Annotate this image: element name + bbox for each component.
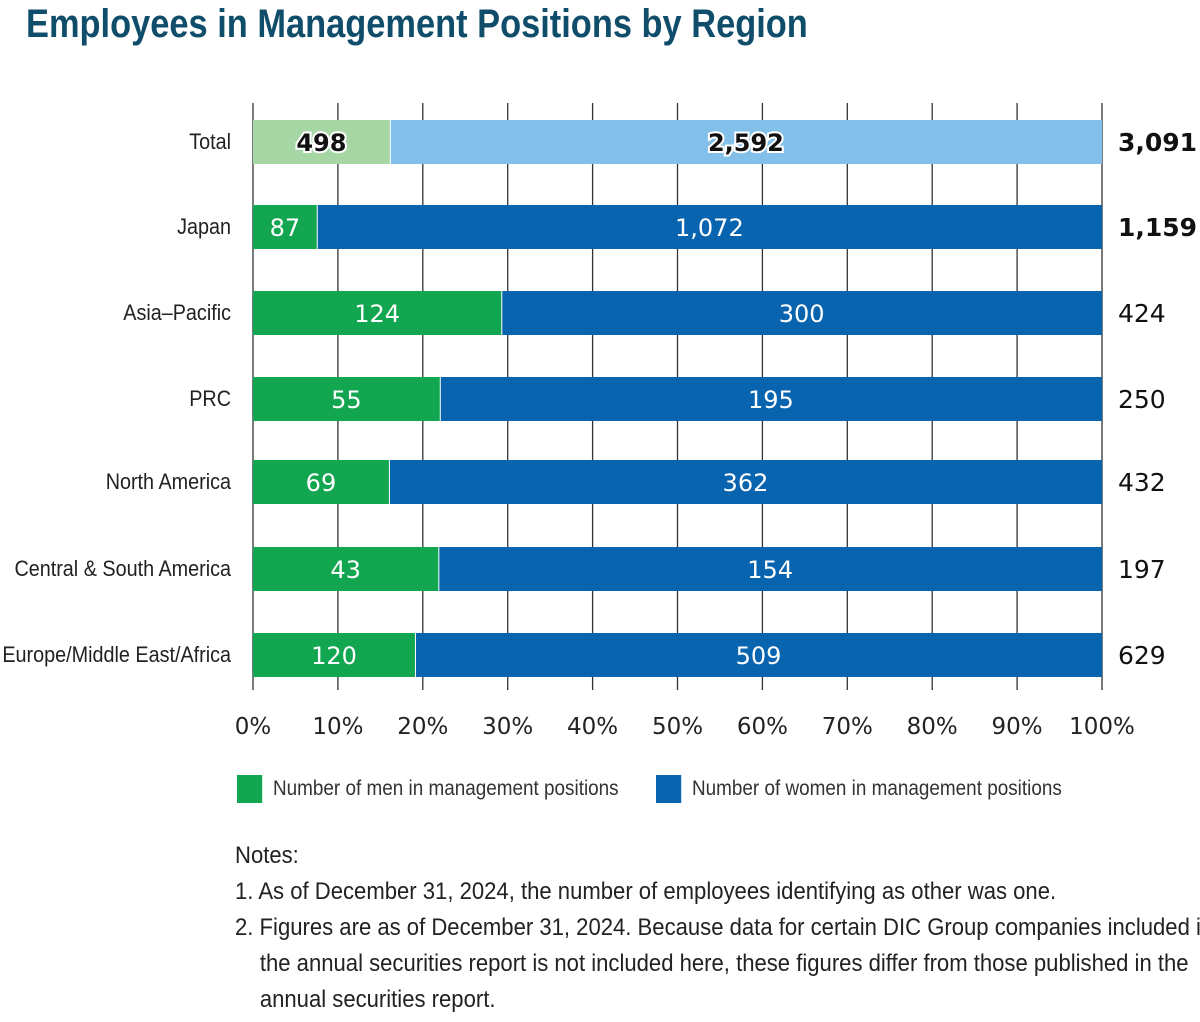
chart-title: Employees in Management Positions by Reg… — [26, 2, 808, 46]
bar-label-men: 43 — [330, 556, 361, 584]
bar-men — [253, 120, 390, 164]
bar-women — [439, 547, 1103, 591]
x-tick-label: 80% — [907, 714, 958, 740]
notes-heading: Notes: — [235, 842, 299, 869]
bar-women — [502, 291, 1102, 335]
bar-women — [415, 633, 1102, 677]
bar-label-women: 195 — [748, 386, 794, 414]
category-label: Europe/Middle East/Africa — [2, 643, 231, 667]
category-label: Total — [189, 130, 231, 154]
x-tick-label: 70% — [822, 714, 873, 740]
row-total-label: 424 — [1118, 299, 1166, 328]
legend-label-women: Number of women in management positions — [692, 777, 1062, 800]
bar-label-women: 362 — [723, 469, 769, 497]
x-tick-label: 40% — [567, 714, 618, 740]
legend-swatch-men — [237, 775, 263, 803]
category-label: North America — [106, 470, 232, 494]
bar-men — [253, 547, 439, 591]
legend-swatch-women — [656, 775, 682, 803]
row-total-label: 250 — [1118, 385, 1166, 414]
bar-label-men: 87 — [270, 214, 301, 242]
row-total-label: 432 — [1118, 468, 1166, 497]
x-tick-label: 90% — [992, 714, 1043, 740]
x-tick-label: 30% — [482, 714, 533, 740]
category-label: Central & South America — [14, 557, 231, 581]
bar-label-women: 154 — [747, 556, 793, 584]
note-2: 2. Figures are as of December 31, 2024. … — [235, 914, 1200, 1013]
row-total-label: 3,091 — [1118, 128, 1197, 157]
legend-label-men: Number of men in management positions — [273, 777, 619, 800]
bar-label-men: 69 — [306, 469, 337, 497]
bar-label-men: 124 — [354, 300, 400, 328]
bar-label-women: 1,072 — [675, 214, 744, 242]
bar-men — [253, 377, 440, 421]
row-total-label: 197 — [1118, 555, 1166, 584]
legend-item-men: Number of men in management positions — [237, 775, 619, 803]
x-tick-label: 20% — [397, 714, 448, 740]
bar-men — [253, 205, 317, 249]
bar-label-men: 498 — [296, 129, 346, 157]
bar-women — [389, 460, 1102, 504]
x-tick-label: 50% — [652, 714, 703, 740]
x-tick-label: 0% — [235, 714, 272, 740]
legend-item-women: Number of women in management positions — [656, 775, 1062, 803]
note-1: 1. As of December 31, 2024, the number o… — [235, 878, 1057, 905]
x-tick-label: 60% — [737, 714, 788, 740]
bar-women — [390, 120, 1103, 164]
category-label: Japan — [177, 215, 231, 239]
bar-men — [253, 460, 389, 504]
row-total-label: 1,159 — [1118, 213, 1197, 242]
bar-label-women: 509 — [736, 642, 782, 670]
notes: Notes: 1. As of December 31, 2024, the n… — [235, 838, 1200, 1018]
bar-label-women: 2,592 — [708, 129, 784, 157]
category-label: Asia–Pacific — [123, 301, 231, 325]
row-total-label: 629 — [1118, 641, 1166, 670]
bar-label-men: 120 — [311, 642, 357, 670]
category-label: PRC — [189, 387, 231, 411]
bar-women — [440, 377, 1102, 421]
x-tick-label: 100% — [1069, 714, 1135, 740]
stacked-bar-chart: 0% 10% 20% 30% 40% 50% 60% 70% 80% 90% 100% 498 2,59… — [2, 103, 1197, 740]
bar-label-men: 55 — [331, 386, 362, 414]
bar-label-women: 300 — [779, 300, 825, 328]
x-tick-label: 10% — [312, 714, 363, 740]
bar-men — [253, 633, 415, 677]
bar-men — [253, 291, 502, 335]
bar-women — [317, 205, 1102, 249]
